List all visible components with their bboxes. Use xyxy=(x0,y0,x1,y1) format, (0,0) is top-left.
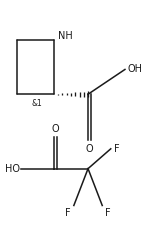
Text: NH: NH xyxy=(58,31,72,41)
Text: HO: HO xyxy=(5,164,20,174)
Text: F: F xyxy=(65,208,71,218)
Text: O: O xyxy=(51,124,59,134)
Text: OH: OH xyxy=(128,64,142,74)
Text: F: F xyxy=(105,208,111,218)
Text: &1: &1 xyxy=(31,99,42,108)
Text: F: F xyxy=(114,144,119,154)
Text: O: O xyxy=(85,144,93,154)
